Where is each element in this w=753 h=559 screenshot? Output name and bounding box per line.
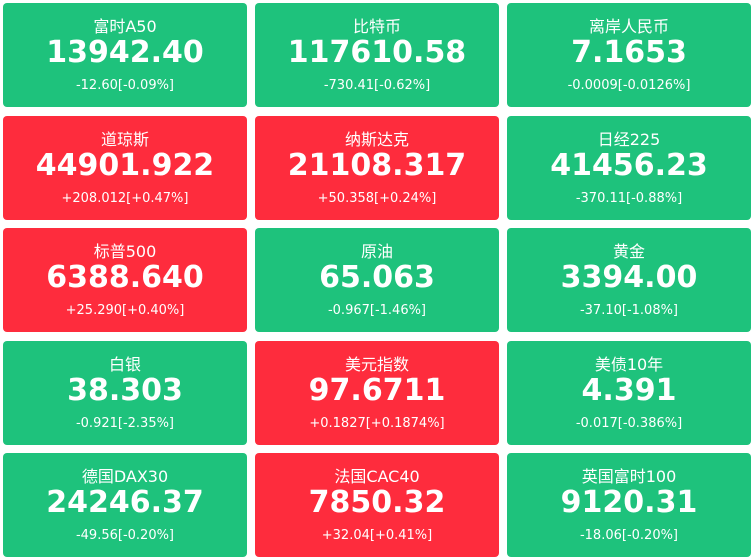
quote-name: 英国富时100 xyxy=(581,467,677,486)
quote-change: +0.1827[+0.1874%] xyxy=(309,415,445,431)
quote-tile[interactable]: 白银 38.303 -0.921[-2.35%] xyxy=(3,340,247,445)
quote-tile[interactable]: 道琼斯 44901.922 +208.012[+0.47%] xyxy=(3,115,247,220)
quote-name: 比特币 xyxy=(352,17,401,36)
quote-price: 24246.37 xyxy=(46,485,204,520)
quote-name: 标普500 xyxy=(93,242,157,261)
quote-price: 65.063 xyxy=(319,260,435,295)
quote-tile[interactable]: 英国富时100 9120.31 -18.06[-0.20%] xyxy=(507,453,751,557)
quote-price: 6388.640 xyxy=(46,260,204,295)
quote-change: -370.11[-0.88%] xyxy=(575,190,683,206)
quote-name: 法国CAC40 xyxy=(334,467,420,486)
quote-change: -0.967[-1.46%] xyxy=(327,303,427,318)
quote-change: -0.017[-0.386%] xyxy=(575,415,683,431)
quote-tile[interactable]: 美债10年 4.391 -0.017[-0.386%] xyxy=(507,340,751,445)
quote-change: -18.06[-0.20%] xyxy=(579,528,679,543)
quote-change: -12.60[-0.09%] xyxy=(75,78,175,93)
quote-price: 13942.40 xyxy=(46,35,204,70)
quote-name: 原油 xyxy=(360,242,393,261)
quote-price: 44901.922 xyxy=(35,147,215,183)
quote-change: +208.012[+0.47%] xyxy=(61,190,189,206)
quote-price: 4.391 xyxy=(581,372,677,408)
quote-tile[interactable]: 日经225 41456.23 -370.11[-0.88%] xyxy=(507,115,751,220)
quote-tile[interactable]: 富时A50 13942.40 -12.60[-0.09%] xyxy=(3,3,247,107)
quote-change: +50.358[+0.24%] xyxy=(317,190,437,206)
quote-price: 117610.58 xyxy=(287,35,467,70)
quote-tile[interactable]: 黄金 3394.00 -37.10[-1.08%] xyxy=(507,228,751,332)
quote-tile[interactable]: 德国DAX30 24246.37 -49.56[-0.20%] xyxy=(3,453,247,557)
quote-price: 9120.31 xyxy=(560,485,698,520)
quote-name: 美元指数 xyxy=(344,354,409,374)
quote-name: 黄金 xyxy=(612,242,645,261)
quote-change: -0.921[-2.35%] xyxy=(75,415,175,431)
quote-price: 41456.23 xyxy=(550,147,708,183)
quote-name: 纳斯达克 xyxy=(344,129,409,149)
quote-change: +25.290[+0.40%] xyxy=(65,303,185,318)
quote-price: 7850.32 xyxy=(308,485,446,520)
quote-name: 白银 xyxy=(108,354,141,374)
quote-name: 道琼斯 xyxy=(100,129,149,149)
quote-price: 7.1653 xyxy=(571,35,687,70)
quote-price: 97.6711 xyxy=(308,372,446,408)
quote-tile[interactable]: 法国CAC40 7850.32 +32.04[+0.41%] xyxy=(255,453,499,557)
quote-price: 38.303 xyxy=(67,372,183,408)
quote-tile[interactable]: 美元指数 97.6711 +0.1827[+0.1874%] xyxy=(255,340,499,445)
quote-price: 21108.317 xyxy=(287,147,467,183)
quote-tile[interactable]: 离岸人民币 7.1653 -0.0009[-0.0126%] xyxy=(507,3,751,107)
quote-change: -730.41[-0.62%] xyxy=(323,78,431,93)
quote-tile[interactable]: 比特币 117610.58 -730.41[-0.62%] xyxy=(255,3,499,107)
quote-tile[interactable]: 纳斯达克 21108.317 +50.358[+0.24%] xyxy=(255,115,499,220)
quote-name: 美债10年 xyxy=(594,354,664,374)
quote-name: 德国DAX30 xyxy=(81,467,169,486)
quote-name: 富时A50 xyxy=(93,17,157,36)
quote-name: 离岸人民币 xyxy=(588,17,669,36)
quote-change: +32.04[+0.41%] xyxy=(321,528,433,543)
quote-tile[interactable]: 标普500 6388.640 +25.290[+0.40%] xyxy=(3,228,247,332)
quote-change: -49.56[-0.20%] xyxy=(75,528,175,543)
quote-change: -37.10[-1.08%] xyxy=(579,303,679,318)
quote-change: -0.0009[-0.0126%] xyxy=(567,78,691,93)
quote-name: 日经225 xyxy=(597,129,661,149)
quote-price: 3394.00 xyxy=(560,260,698,295)
quote-tile[interactable]: 原油 65.063 -0.967[-1.46%] xyxy=(255,228,499,332)
